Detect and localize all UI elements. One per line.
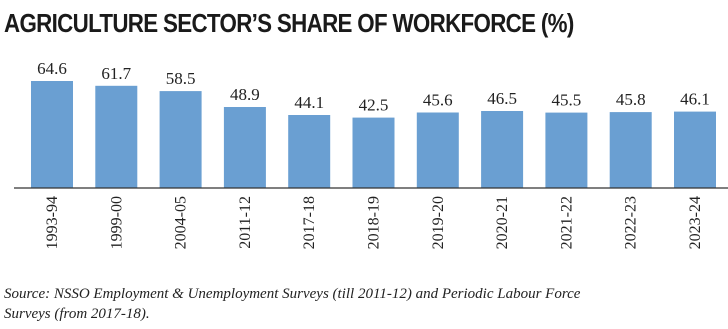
value-label-2021-22: 45.5 <box>552 91 582 110</box>
value-label-2018-19: 42.5 <box>359 96 389 115</box>
bar-2011-12 <box>223 107 266 188</box>
chart-title: AGRICULTURE SECTOR’S SHARE OF WORKFORCE … <box>4 8 574 38</box>
bar-2019-20 <box>416 112 459 188</box>
value-label-2022-23: 45.8 <box>616 90 646 109</box>
category-label-2020-21: 2020-21 <box>494 196 511 249</box>
value-labels-group: 64.6 61.7 58.5 48.9 44.1 42.5 45.6 46.5 45.5 45.8… <box>37 59 710 115</box>
bar-1999-00 <box>95 85 138 188</box>
value-label-2023-24: 46.1 <box>680 90 710 109</box>
bar-2021-22 <box>545 112 588 188</box>
bars-group <box>31 81 716 188</box>
bar-2023-24 <box>674 111 716 188</box>
source-note: Source: NSSO Employment & Unemployment S… <box>4 284 724 324</box>
value-label-2004-05: 58.5 <box>166 69 196 88</box>
category-labels-group: 1993-94 1999-00 2004-05 2011-12 2017-18 2018-… <box>44 196 704 249</box>
source-line-2: Surveys (from 2017-18). <box>4 306 150 322</box>
bar-1993-94 <box>31 81 73 188</box>
value-label-2020-21: 46.5 <box>487 89 517 108</box>
value-label-1999-00: 61.7 <box>101 64 131 83</box>
bar-chart: 64.6 61.7 58.5 48.9 44.1 42.5 45.6 46.5 45.5 45.8… <box>14 59 728 249</box>
source-line-1: Source: NSSO Employment & Unemployment S… <box>4 286 581 302</box>
category-label-1993-94: 1993-94 <box>44 196 61 249</box>
bar-2020-21 <box>481 111 524 188</box>
value-label-2011-12: 48.9 <box>230 85 260 104</box>
bar-2017-18 <box>288 115 331 188</box>
value-label-1993-94: 64.6 <box>37 59 67 78</box>
category-label-2004-05: 2004-05 <box>173 196 190 249</box>
category-label-1999-00: 1999-00 <box>108 196 125 249</box>
value-label-2017-18: 44.1 <box>294 93 324 112</box>
bar-2004-05 <box>159 91 202 188</box>
category-label-2017-18: 2017-18 <box>301 196 318 249</box>
category-label-2021-22: 2021-22 <box>558 196 575 249</box>
category-label-2011-12: 2011-12 <box>237 196 254 249</box>
category-label-2018-19: 2018-19 <box>366 196 383 249</box>
category-label-2023-24: 2023-24 <box>687 196 704 249</box>
category-label-2019-20: 2019-20 <box>430 196 447 249</box>
bar-2022-23 <box>609 112 652 188</box>
bar-2018-19 <box>352 117 395 188</box>
category-label-2022-23: 2022-23 <box>623 196 640 249</box>
value-label-2019-20: 45.6 <box>423 91 453 110</box>
